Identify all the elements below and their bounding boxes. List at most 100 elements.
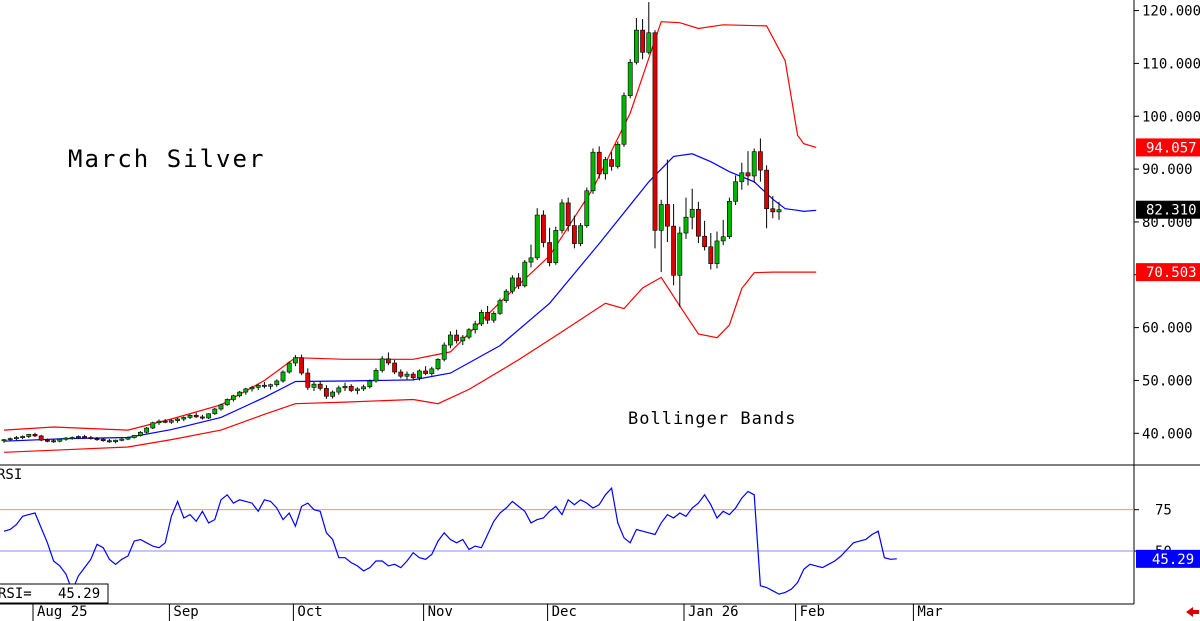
candle-body [770,208,776,213]
price-panel: 40.00050.00060.00070.00080.00090.000100.… [1,0,1200,465]
candle [516,273,521,290]
candle-body [280,371,286,382]
candle-body [671,225,676,276]
candle [478,309,484,327]
candle [336,385,342,395]
x-tick-label: Mar [917,604,942,620]
candle [44,438,50,443]
candle [100,438,106,442]
candle [485,305,490,324]
candle [88,435,94,440]
candle-body [416,370,422,379]
candle [113,439,118,444]
candle [76,435,81,440]
candle-body [441,344,447,360]
candle [237,391,242,398]
price-y-ticks: 40.00050.00060.00070.00080.00090.000100.… [1134,4,1200,442]
candle-body [745,172,751,177]
candle [627,59,633,99]
candle [249,385,255,392]
candle [460,335,466,346]
candle [57,438,63,443]
candle-body [348,385,354,391]
candle [243,387,249,395]
candle [590,148,596,194]
candle-body [423,370,428,374]
candle [472,320,478,334]
candle-body [739,172,745,183]
candle-body [311,383,317,388]
candle [379,356,385,373]
candle-body [76,436,81,438]
rsi-legend-label: RSI= [0,586,32,602]
candle-body [169,420,174,423]
candle-body [51,440,56,443]
bollinger-annotation: Bollinger Bands [628,409,797,429]
candle [435,358,441,371]
candle [361,384,366,392]
candle-body [633,29,639,63]
candle-body [323,388,329,397]
candle [522,259,528,288]
price-y-tick-label: 50.000 [1142,373,1193,389]
candle-body [528,257,534,263]
candle [385,352,391,366]
lower-band-tag: 70.503 [1146,265,1197,281]
candle-body [14,437,19,440]
candle [720,219,726,246]
bollinger-bands [3,21,817,453]
candle-body [94,438,100,441]
candle-body [218,404,224,410]
scroll-arrow-icon[interactable] [1186,607,1199,617]
candle-body [776,209,782,213]
candle [7,437,13,442]
candle [305,368,311,390]
rsi-tag-bg [1136,549,1200,568]
candle-body [206,413,211,419]
candle-body [702,235,707,248]
rsi-legend: RSI= 45.29 [0,583,109,604]
candle [144,426,149,434]
candle-body [751,151,757,177]
candle [547,227,552,267]
candle [677,226,683,308]
candle [534,208,540,260]
candle-body [156,420,162,424]
candle [764,165,769,229]
candle-body [336,387,342,393]
candle-body [261,384,267,387]
candle-body [330,391,335,397]
candle-body [286,362,292,373]
candle-body [20,436,25,438]
candle [745,151,751,186]
candle-body [404,373,410,377]
candle-body [193,415,199,418]
candle [286,361,292,374]
candle [540,210,546,248]
rsi-current-tag: 45.29 [1136,549,1200,568]
rsi-legend-value: 45.29 [58,586,100,602]
candle [224,398,230,406]
candle-body [26,434,32,437]
candle-body [305,372,311,388]
candlesticks [1,2,782,444]
candle-body [497,300,503,314]
x-tick-label: Dec [552,604,577,620]
candle-body [361,386,366,390]
candle-body [268,384,273,387]
candle [739,162,745,190]
candle [596,146,602,179]
candle-body [590,151,596,192]
candle-body [243,388,249,393]
x-tick-label: Feb [800,604,825,620]
candle [94,436,100,441]
candle-body [640,29,645,53]
candle [621,92,627,147]
candle-body [274,380,280,385]
candle [20,435,25,440]
candle-body [602,159,608,175]
candle [38,434,44,442]
candle-body [652,32,658,231]
candle [200,414,205,420]
